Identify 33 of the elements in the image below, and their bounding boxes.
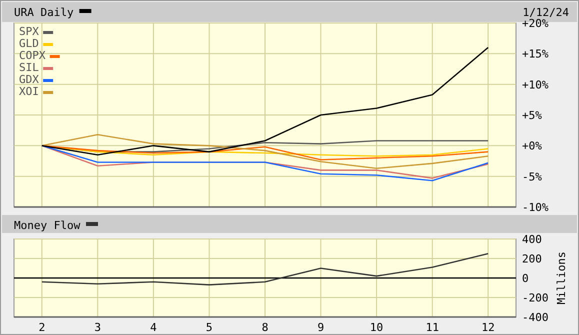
x-tick-label: 12: [481, 321, 495, 334]
legend-label: GDX: [19, 73, 40, 86]
x-tick-label: 11: [426, 321, 439, 334]
x-tick-label: 3: [94, 321, 101, 334]
x-tick-label: 4: [150, 321, 158, 334]
y-tick-label: +0%: [522, 140, 542, 153]
chart-title: URA Daily: [14, 6, 74, 19]
y-axis-title: Millions: [555, 252, 568, 304]
y-tick-label: +20%: [522, 17, 549, 30]
x-tick-label: 9: [317, 321, 324, 334]
line-series: [41, 134, 489, 170]
y-tick-label: -10%: [522, 201, 549, 214]
y-tick-label: 400: [522, 233, 542, 246]
x-tick-label: 5: [206, 321, 213, 334]
legend-label: SIL: [19, 61, 40, 74]
y-tick-label: +15%: [522, 48, 549, 61]
legend-label: GLD: [19, 37, 39, 50]
y-tick-label: +10%: [522, 78, 549, 92]
x-tick-label: 10: [370, 321, 384, 334]
chart-title: Money Flow: [14, 219, 81, 232]
y-tick-label: -200: [522, 292, 548, 304]
y-tick-label: 0: [522, 272, 529, 285]
text: 1/12/24: [522, 6, 570, 19]
x-tick-label: 2: [38, 321, 46, 334]
x-tick-label: 8: [262, 321, 268, 334]
line-series: [41, 252, 489, 286]
y-tick-label: -400: [522, 311, 548, 324]
legend-label: SPX: [19, 25, 40, 38]
y-tick-label: 200: [522, 252, 542, 266]
y-tick-label: +5%: [522, 109, 542, 122]
legend-label: XOI: [19, 85, 39, 98]
y-tick-label: -5%: [522, 170, 542, 184]
legend-label: COPX: [19, 49, 46, 62]
